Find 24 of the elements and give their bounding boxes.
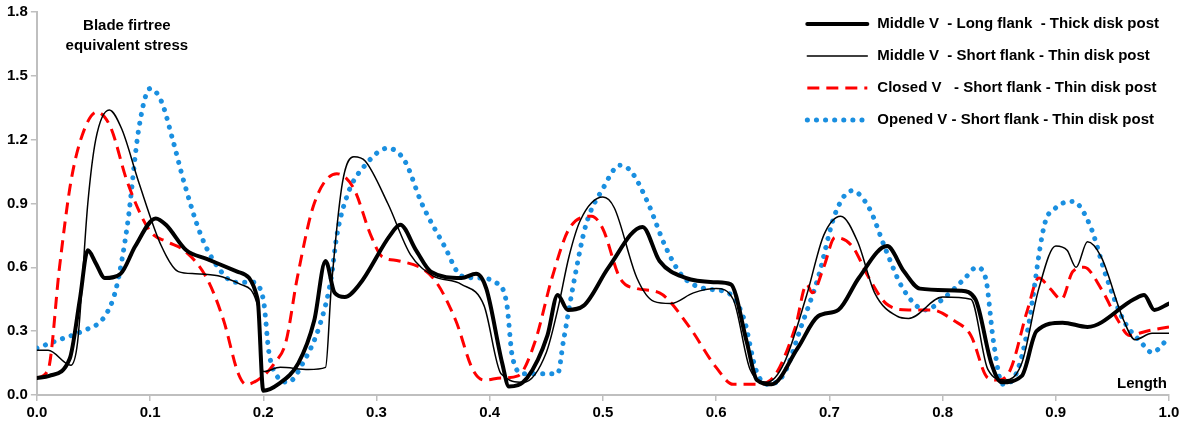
- x-tick-label: 0.3: [366, 403, 387, 421]
- legend-label: Closed V - Short flank - Thin disk post: [877, 78, 1157, 96]
- y-tick-label: 1.2: [6, 129, 28, 147]
- x-tick-label: 0.8: [932, 403, 953, 421]
- x-tick-label: 1.0: [1158, 403, 1180, 421]
- y-tick-label: 0.3: [6, 321, 28, 339]
- x-tick-label: 0.1: [139, 403, 161, 421]
- y-tick-label: 1.8: [6, 2, 28, 20]
- x-tick-label: 0.7: [818, 403, 840, 421]
- y-tick-label: 1.5: [6, 65, 28, 83]
- x-tick-label: 0.5: [592, 403, 614, 421]
- x-axis-title: Length: [1117, 373, 1167, 391]
- legend-label: Opened V - Short flank - Thin disk post: [877, 110, 1155, 128]
- y-tick-label: 0.0: [6, 385, 28, 403]
- legend-label: Middle V - Short flank - Thin disk post: [877, 46, 1150, 64]
- x-tick-label: 0.6: [705, 403, 727, 421]
- x-tick-label: 0.2: [252, 403, 274, 421]
- x-tick-label: 0.4: [479, 403, 501, 421]
- x-tick-label: 0.0: [26, 403, 48, 421]
- legend-label: Middle V - Long flank - Thick disk post: [877, 14, 1160, 32]
- y-tick-label: 0.6: [6, 257, 28, 275]
- x-tick-label: 0.9: [1045, 403, 1067, 421]
- y-tick-label: 0.9: [6, 193, 28, 211]
- y-axis-title: Blade firtree equivalent stress: [65, 15, 189, 53]
